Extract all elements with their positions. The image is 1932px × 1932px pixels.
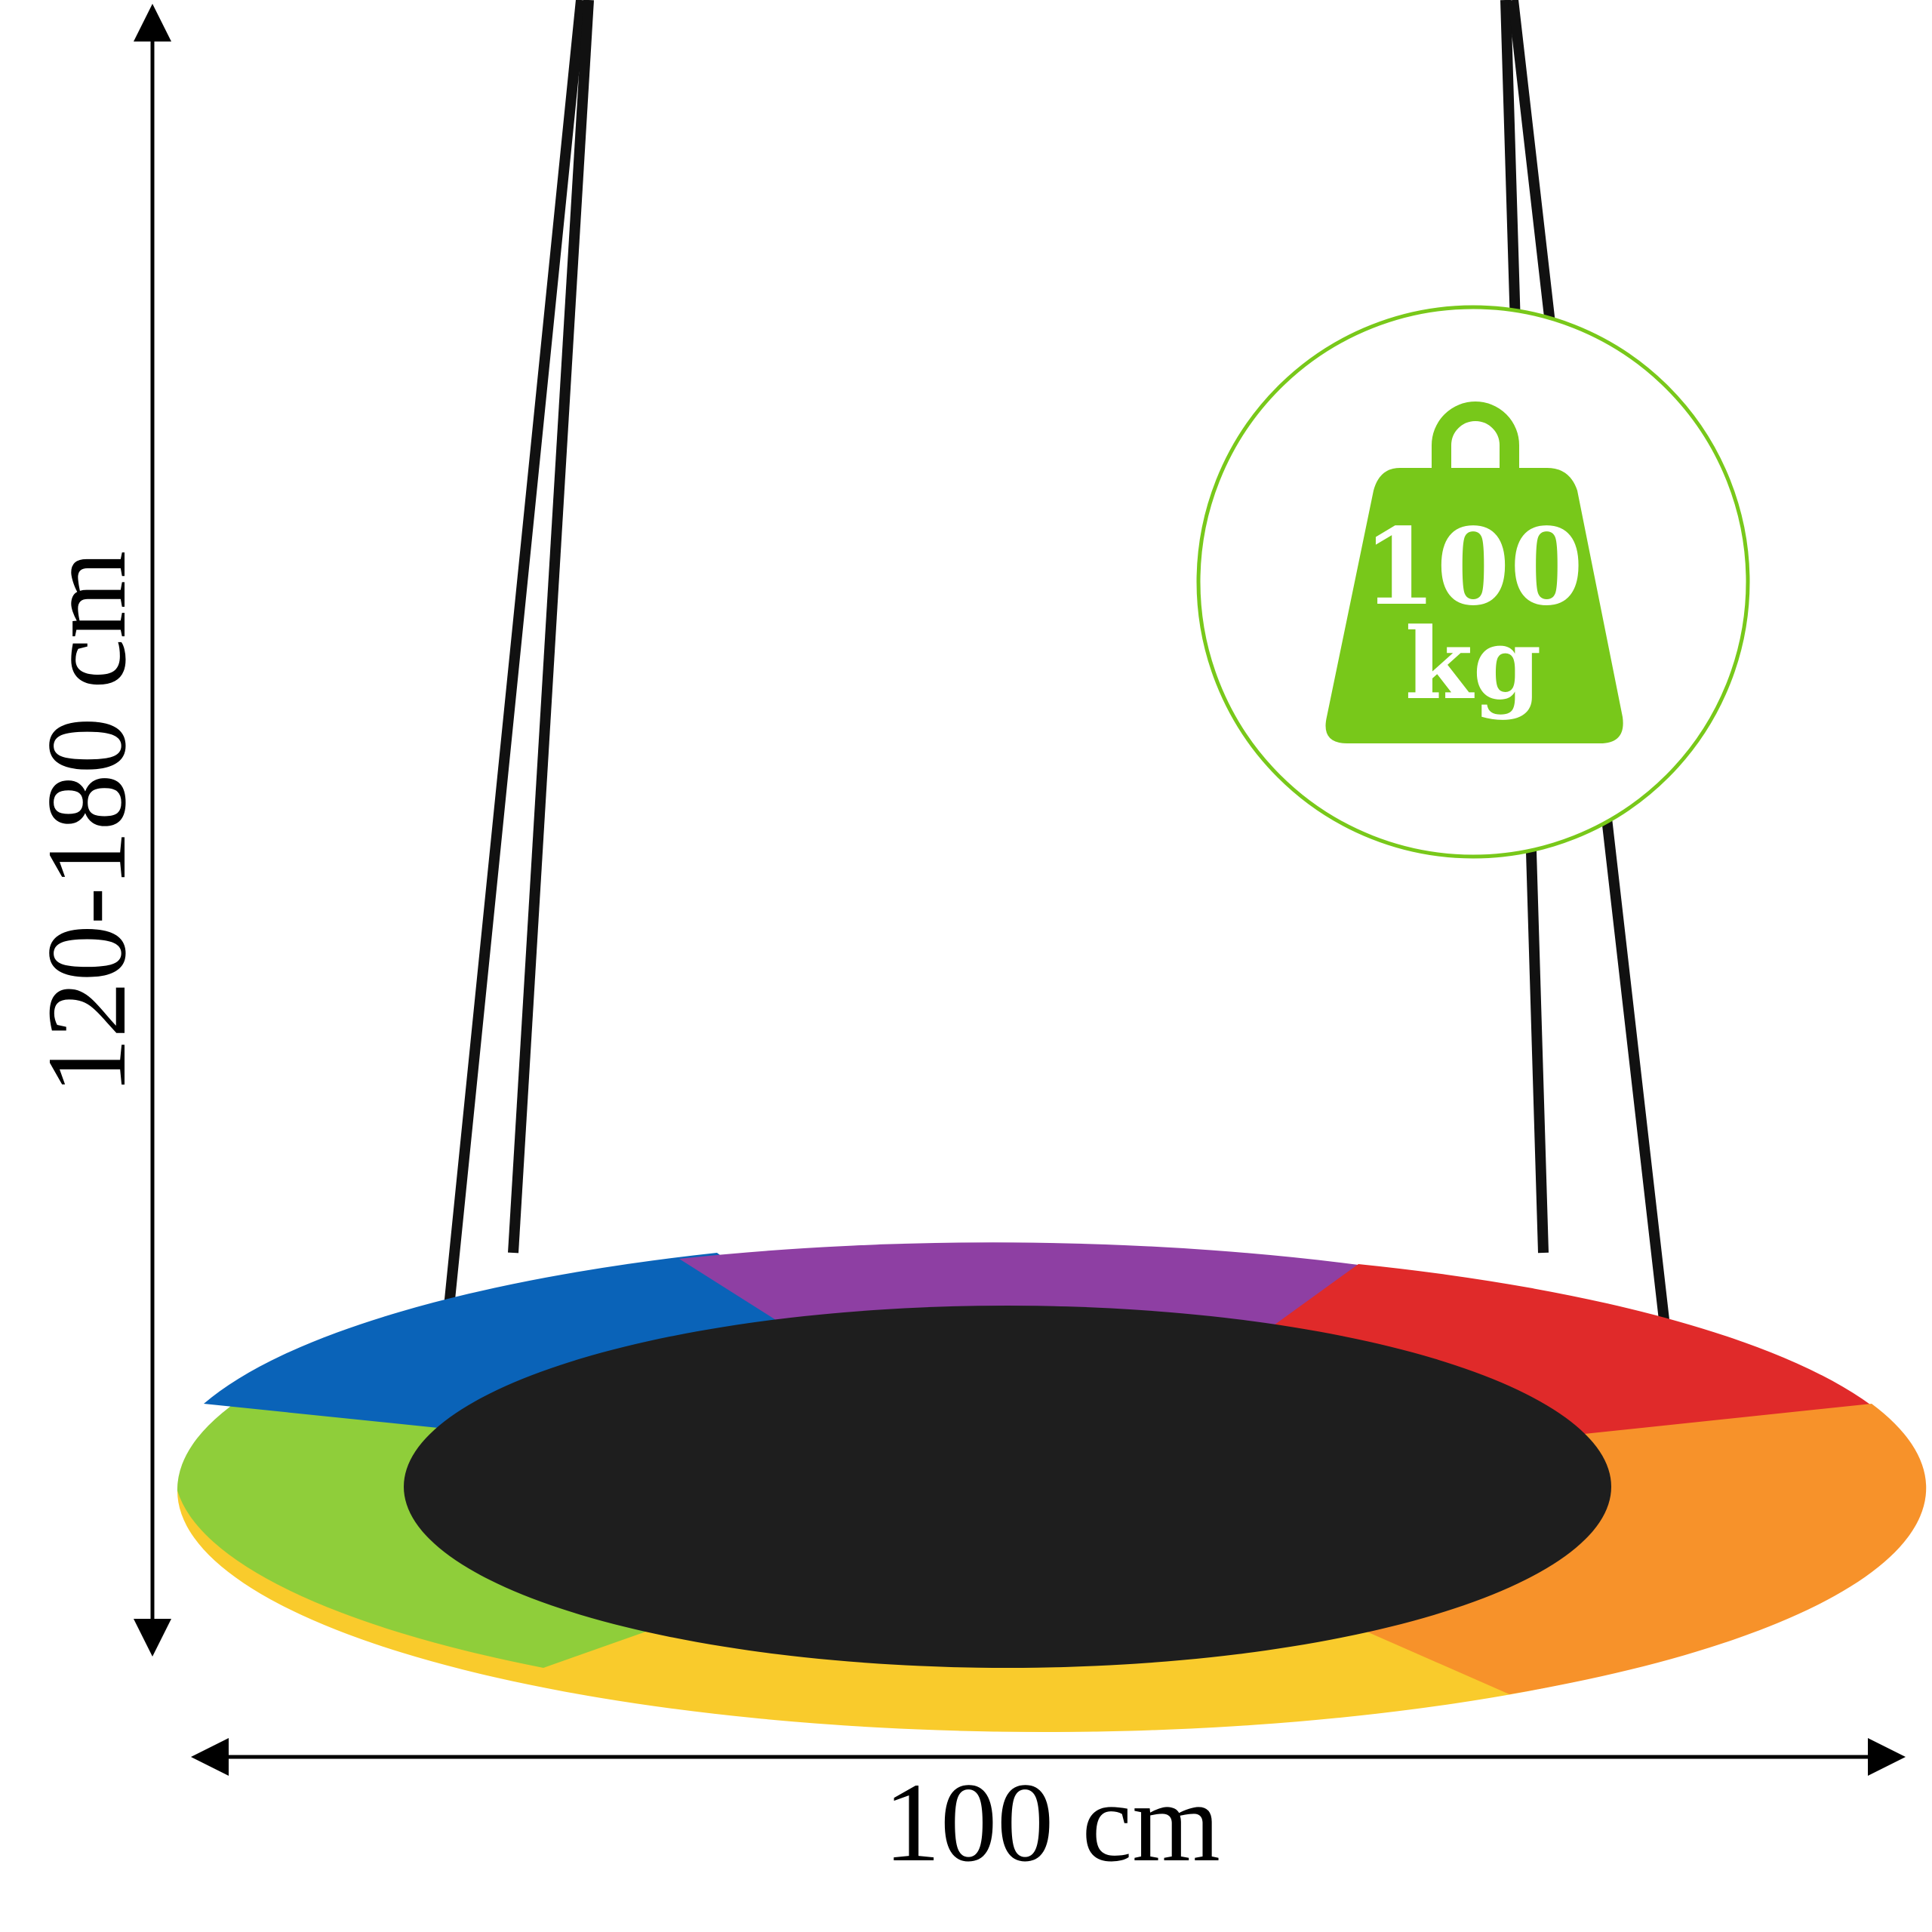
swing-seat (177, 1242, 1927, 1732)
weight-unit: kg (1405, 606, 1542, 721)
weight-icon (1432, 401, 1519, 472)
height-label: 120-180 cm (24, 551, 149, 1095)
weight-capacity-badge: 100 kg (1196, 305, 1750, 859)
weight-value: 100 (1363, 506, 1583, 629)
width-label: 100 cm (884, 1760, 1220, 1885)
